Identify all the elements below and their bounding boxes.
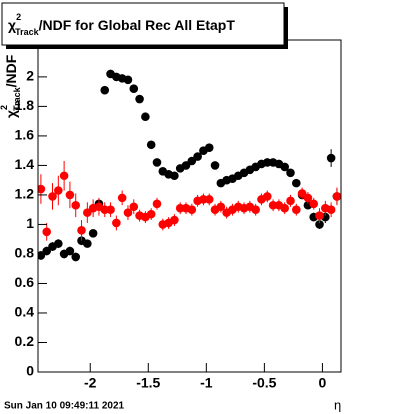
plot-area xyxy=(38,69,341,262)
x-tick-label: 0 xyxy=(319,375,327,391)
chart-title: χ2 Track/NDF for Global Rec All EtapT xyxy=(8,12,235,37)
marker xyxy=(332,192,341,201)
y-tick-label: 0.4 xyxy=(15,304,35,320)
marker xyxy=(286,168,295,178)
x-axis-label: η xyxy=(334,397,341,412)
y-tick-label: 0.2 xyxy=(15,333,35,349)
y-axis-label: χ2 Track/NDF xyxy=(0,54,22,118)
marker xyxy=(187,205,197,214)
title-box xyxy=(1,2,285,46)
marker xyxy=(129,202,139,212)
marker xyxy=(280,162,289,172)
x-tick-label: -1.5 xyxy=(136,375,160,391)
marker xyxy=(315,220,324,229)
marker xyxy=(129,84,139,93)
title-text: /NDF for Global Rec All EtapT xyxy=(39,17,236,33)
marker xyxy=(65,246,75,256)
title-sub: Track xyxy=(15,27,40,37)
y-tick-label: 1.6 xyxy=(15,127,35,143)
x-tick-label: -0.5 xyxy=(252,375,276,391)
marker xyxy=(83,239,92,248)
y-tick-label: 1.8 xyxy=(15,97,35,113)
marker xyxy=(77,226,86,235)
x-tick-label: -1 xyxy=(200,375,213,391)
marker xyxy=(187,156,197,166)
marker xyxy=(152,199,162,209)
marker xyxy=(251,205,260,214)
marker xyxy=(280,203,289,213)
marker xyxy=(65,190,75,200)
marker xyxy=(38,184,46,194)
marker xyxy=(292,178,301,188)
marker xyxy=(326,153,336,163)
y-tick-label: 0 xyxy=(26,363,34,379)
y-label-sub: Track xyxy=(12,86,22,111)
marker xyxy=(106,205,115,214)
marker xyxy=(48,192,57,201)
marker xyxy=(71,200,81,210)
y-tick-label: 2 xyxy=(26,68,34,84)
series xyxy=(38,160,341,241)
marker xyxy=(193,152,202,161)
marker xyxy=(297,189,307,198)
marker xyxy=(42,246,52,256)
marker xyxy=(42,227,52,237)
marker xyxy=(286,196,295,206)
y-tick-label: 1.4 xyxy=(15,156,35,172)
marker xyxy=(170,215,179,225)
marker xyxy=(152,158,162,167)
marker xyxy=(135,94,144,104)
marker xyxy=(71,252,81,262)
marker xyxy=(315,211,324,220)
y-label-sup: 2 xyxy=(0,105,9,110)
title-symbol: χ xyxy=(8,17,16,33)
marker xyxy=(204,143,214,153)
marker xyxy=(100,85,110,95)
marker xyxy=(326,205,336,214)
marker xyxy=(112,218,121,228)
marker xyxy=(123,208,133,217)
x-tick-label: -2 xyxy=(84,375,97,391)
marker xyxy=(204,195,214,204)
marker xyxy=(309,199,319,209)
marker xyxy=(123,75,133,85)
marker xyxy=(54,186,63,195)
marker xyxy=(292,205,301,214)
y-tick-label: 0.6 xyxy=(15,274,35,290)
marker xyxy=(262,192,272,201)
marker xyxy=(117,193,127,203)
marker xyxy=(170,171,179,181)
marker xyxy=(146,140,156,150)
marker xyxy=(83,208,92,217)
marker xyxy=(146,209,156,219)
marker xyxy=(141,112,150,122)
footer-date: Sun Jan 10 09:49:11 2021 xyxy=(4,401,125,412)
title-sup: 2 xyxy=(16,12,21,22)
marker xyxy=(59,171,69,181)
y-label-symbol: χ xyxy=(3,110,19,118)
marker xyxy=(303,193,313,203)
marker xyxy=(181,161,191,170)
marker xyxy=(210,161,220,170)
marker xyxy=(88,228,98,238)
marker xyxy=(216,202,226,212)
marker xyxy=(54,239,63,248)
y-label-text: /NDF xyxy=(3,54,19,87)
y-tick-label: 0.8 xyxy=(15,245,35,261)
y-tick-label: 1.2 xyxy=(15,186,35,202)
y-tick-label: 1 xyxy=(26,215,34,231)
